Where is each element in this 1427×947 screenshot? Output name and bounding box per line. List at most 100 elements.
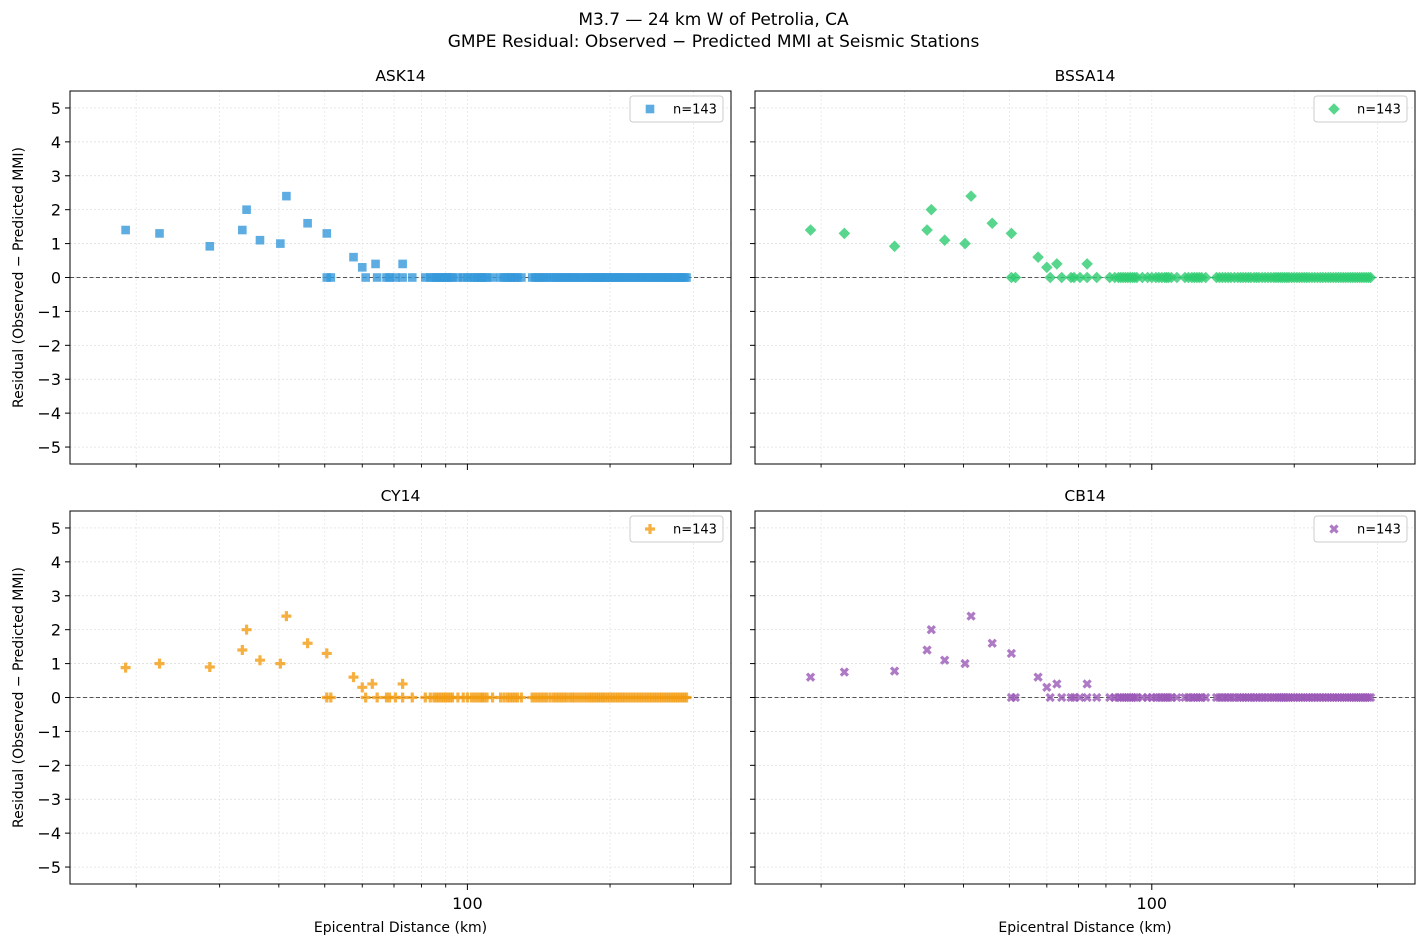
- grid-lines: [755, 91, 1415, 464]
- data-point: [120, 662, 131, 673]
- data-point: [397, 678, 408, 689]
- legend-box: [629, 515, 724, 543]
- data-point: [1005, 227, 1018, 240]
- y-tick-label: −2: [37, 756, 61, 775]
- data-point: [371, 259, 380, 269]
- data-point: [1033, 672, 1043, 682]
- legend: n=143: [1313, 95, 1408, 123]
- data-point: [372, 692, 383, 703]
- data-point: [155, 229, 164, 238]
- data-point: [925, 203, 938, 216]
- data-point: [357, 682, 368, 693]
- legend-marker: [645, 524, 655, 534]
- legend-marker: [645, 104, 655, 114]
- y-tick-label: 4: [51, 133, 61, 152]
- data-point: [1044, 271, 1057, 284]
- y-tick-label: −4: [37, 404, 61, 423]
- data-point: [397, 692, 408, 703]
- data-point: [1074, 271, 1086, 284]
- data-point: [242, 205, 251, 214]
- legend-box: [629, 95, 724, 123]
- data-point: [681, 692, 692, 703]
- data-point: [326, 273, 336, 282]
- data-point: [390, 692, 401, 703]
- y-tick-label: 0: [51, 269, 61, 288]
- y-tick-label: 1: [51, 235, 61, 254]
- data-point: [1041, 261, 1053, 274]
- y-tick-label: −3: [37, 790, 61, 809]
- data-point: [1032, 251, 1044, 263]
- data-point: [255, 235, 265, 245]
- y-axis-label: Residual (Observed − Predicted MMI): [11, 567, 27, 828]
- legend-box: [1313, 95, 1408, 123]
- data-point: [966, 611, 976, 621]
- data-point: [1068, 271, 1080, 284]
- figure-subtitle: GMPE Residual: Observed − Predicted MMI …: [447, 32, 980, 52]
- legend-label: n=143: [1357, 103, 1401, 118]
- data-point: [960, 658, 970, 669]
- data-point: [325, 692, 336, 703]
- data-point: [349, 252, 358, 262]
- data-point: [1092, 692, 1102, 703]
- data-point: [921, 224, 933, 236]
- data-point: [447, 692, 458, 703]
- data-point: [1075, 692, 1085, 703]
- panel-ask14: 5 4 3 2 1 0 −1 −2 −3 −4 −5 Residual (Observed − Pre…: [11, 67, 732, 470]
- data-point: [205, 242, 215, 251]
- data-point: [488, 273, 497, 282]
- data-point: [241, 624, 252, 635]
- y-tick-label: −1: [37, 302, 61, 321]
- y-tick-label: −5: [37, 858, 61, 877]
- data-point: [238, 225, 247, 235]
- y-tick-label: 2: [51, 621, 61, 640]
- data-point: [448, 273, 457, 282]
- data-point: [281, 611, 292, 622]
- data-point: [682, 273, 691, 282]
- data-point: [275, 658, 286, 669]
- data-points: [805, 611, 1376, 703]
- data-point: [121, 225, 130, 235]
- y-tick-label: 5: [51, 519, 61, 538]
- data-point: [276, 239, 285, 248]
- data-point: [838, 227, 851, 240]
- data-point: [348, 672, 359, 683]
- data-point: [1010, 692, 1021, 703]
- y-tick-label: 3: [51, 167, 61, 186]
- y-tick-label: 5: [51, 99, 61, 118]
- legend-marker: [1328, 103, 1340, 115]
- data-points: [804, 190, 1377, 284]
- data-point: [1006, 648, 1017, 659]
- y-tick-label: 2: [51, 201, 61, 220]
- legend-label: n=143: [673, 103, 717, 118]
- data-point: [482, 273, 492, 282]
- data-point: [1055, 271, 1068, 284]
- data-point: [965, 190, 977, 202]
- data-point: [391, 273, 400, 282]
- data-point: [805, 672, 816, 682]
- x-tick-label: 100: [1137, 894, 1168, 913]
- panel-title: ASK14: [375, 67, 425, 85]
- legend-label: n=143: [673, 523, 717, 538]
- data-point: [926, 625, 936, 635]
- legend-label: n=143: [1357, 523, 1401, 538]
- data-point: [452, 692, 463, 703]
- panel-title: CB14: [1064, 487, 1105, 505]
- data-point: [987, 638, 997, 648]
- data-point: [367, 678, 378, 689]
- data-point: [1090, 271, 1103, 284]
- data-point: [420, 273, 430, 282]
- y-tick-label: 3: [51, 587, 61, 606]
- data-point: [1172, 692, 1182, 703]
- data-point: [372, 273, 382, 282]
- data-point: [517, 273, 526, 282]
- data-point: [938, 234, 951, 246]
- data-point: [254, 655, 265, 666]
- legend-box: [1313, 515, 1408, 543]
- data-point: [1082, 692, 1092, 703]
- data-point: [1081, 258, 1093, 270]
- y-tick-label: −5: [37, 438, 61, 457]
- data-point: [237, 645, 248, 656]
- x-axis-label: Epicentral Distance (km): [314, 920, 487, 936]
- data-point: [385, 273, 394, 282]
